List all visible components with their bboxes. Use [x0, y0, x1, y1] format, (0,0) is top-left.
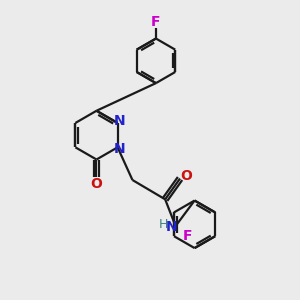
- Text: N: N: [166, 220, 178, 234]
- Text: N: N: [114, 114, 126, 128]
- Text: O: O: [181, 169, 193, 183]
- Text: N: N: [113, 142, 125, 156]
- Text: F: F: [183, 229, 192, 243]
- Text: F: F: [151, 15, 161, 29]
- Text: O: O: [91, 177, 102, 191]
- Text: H: H: [158, 218, 168, 231]
